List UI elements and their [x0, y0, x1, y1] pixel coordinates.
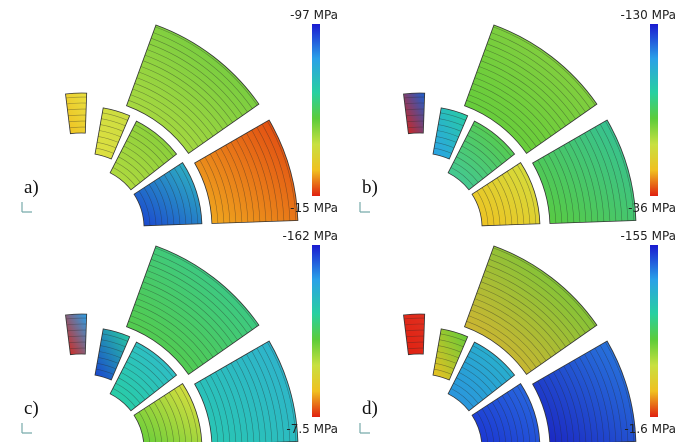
coil-block	[404, 93, 425, 134]
scale-max-label: -130 MPa	[621, 8, 676, 22]
panel: -162 MPa -7.5 MPa c)	[22, 229, 338, 442]
panel: -97 MPa -15 MPa a)	[22, 8, 338, 228]
scale-min-label: -1.6 MPa	[624, 422, 676, 436]
coil-block	[66, 314, 87, 355]
panel: -130 MPa -36 MPa b)	[360, 8, 676, 228]
panel-label: a)	[24, 177, 39, 198]
color-bar	[650, 245, 658, 417]
figure: -97 MPa -15 MPa a) -130 MPa -36 MPa b) -162 MP…	[0, 0, 676, 442]
color-bar	[312, 24, 320, 196]
color-bar	[312, 245, 320, 417]
panel-label: b)	[362, 177, 378, 198]
scale-min-label: -7.5 MPa	[286, 422, 338, 436]
scale-max-label: -155 MPa	[621, 229, 676, 243]
scale-min-label: -15 MPa	[290, 201, 338, 215]
panel-label: c)	[24, 398, 39, 419]
axis-triad	[22, 202, 32, 212]
panel: -155 MPa -1.6 MPa d)	[360, 229, 676, 442]
axis-triad	[360, 423, 370, 433]
color-bar	[650, 24, 658, 196]
coil-block	[404, 314, 425, 355]
scale-min-label: -36 MPa	[628, 201, 676, 215]
panel-label: d)	[362, 398, 378, 419]
scale-max-label: -97 MPa	[290, 8, 338, 22]
scale-max-label: -162 MPa	[283, 229, 338, 243]
axis-triad	[22, 423, 32, 433]
coil-block	[66, 93, 87, 134]
axis-triad	[360, 202, 370, 212]
